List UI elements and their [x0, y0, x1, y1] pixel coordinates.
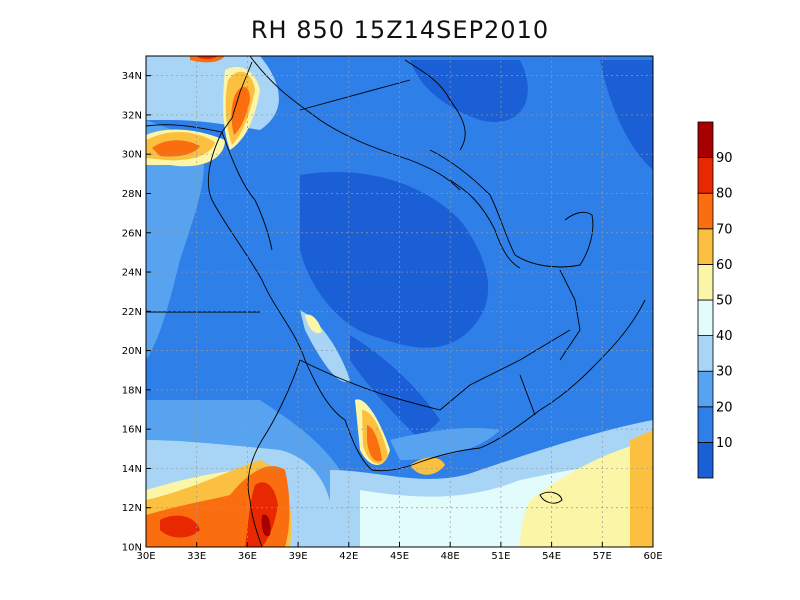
lat-tick-label: 26N [122, 228, 142, 239]
lat-tick-label: 28N [122, 189, 142, 200]
lat-tick-label: 34N [122, 71, 142, 82]
longitude-axis: 30E 33E 36E 39E 42E 45E 48E 51E 54E 57E 60E [136, 542, 663, 562]
lon-tick-label: 60E [643, 551, 662, 562]
colorbar-swatch [697, 370, 714, 408]
lat-tick-label: 10N [122, 543, 142, 554]
colorbar-level-label: 90 [716, 151, 733, 166]
colorbar-level-label: 80 [716, 187, 733, 202]
colorbar-swatch [697, 192, 714, 230]
map-title: RH 850 15Z14SEP2010 [250, 16, 550, 44]
lon-tick-label: 48E [441, 551, 460, 562]
colorbar-level-label: 60 [716, 258, 733, 273]
colorbar-swatch [697, 441, 714, 479]
lon-tick-label: 51E [491, 551, 510, 562]
lon-tick-label: 33E [187, 551, 206, 562]
colorbar-swatch [697, 406, 714, 443]
lon-tick-label: 57E [593, 551, 612, 562]
lat-tick-label: 16N [122, 425, 142, 436]
lat-tick-label: 12N [122, 503, 142, 514]
colorbar-swatch [697, 263, 714, 301]
latitude-axis: 10N 12N 14N 16N 18N 20N 22N 24N 26N 28N 30N 32N 34N [122, 71, 151, 554]
colorbar-level-label: 30 [716, 365, 733, 380]
lon-tick-label: 54E [542, 551, 561, 562]
colorbar-level-label: 50 [716, 294, 733, 309]
colorbar-level-label: 10 [716, 436, 733, 451]
lat-tick-label: 24N [122, 268, 142, 279]
lon-tick-label: 39E [289, 551, 308, 562]
colorbar-swatch [697, 157, 714, 194]
colorbar-level-label: 70 [716, 222, 733, 237]
lat-tick-label: 14N [122, 464, 142, 475]
lon-tick-label: 45E [390, 551, 409, 562]
colorbar-swatch [697, 335, 714, 372]
lat-tick-label: 18N [122, 385, 142, 396]
lon-tick-label: 30E [136, 551, 155, 562]
colorbar-swatch [697, 228, 714, 265]
colorbar-legend: 10 20 30 40 50 60 70 80 90 [697, 121, 733, 479]
lat-tick-label: 32N [122, 110, 142, 121]
colorbar-level-label: 20 [716, 400, 733, 415]
lon-tick-label: 42E [339, 551, 358, 562]
lat-tick-label: 30N [122, 150, 142, 161]
colorbar-level-label: 40 [716, 329, 733, 344]
colorbar-swatch [697, 299, 714, 336]
colorbar-swatch [697, 121, 714, 158]
lat-tick-label: 20N [122, 346, 142, 357]
rh-field [146, 56, 653, 547]
lat-tick-label: 22N [122, 307, 142, 318]
lon-tick-label: 36E [238, 551, 257, 562]
